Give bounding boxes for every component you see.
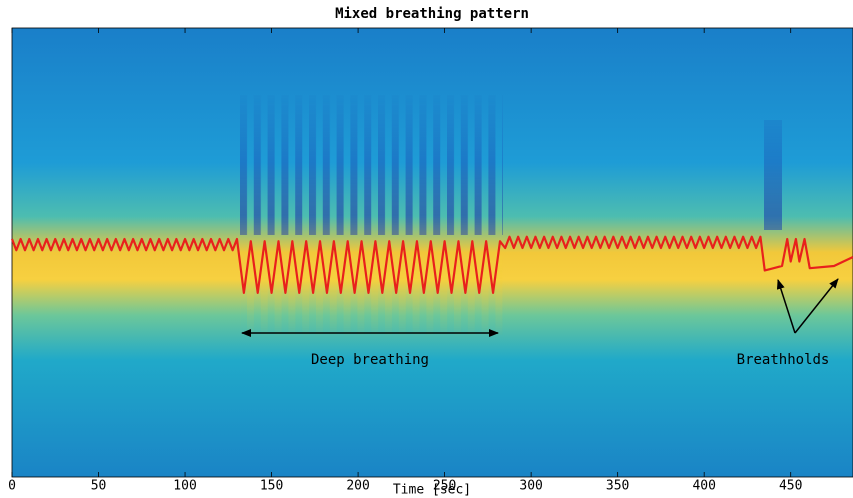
x-tick-label: 450: [779, 479, 802, 494]
x-tick-label: 0: [8, 479, 16, 494]
x-tick-label: 350: [606, 479, 629, 494]
x-axis-label: Time [sec]: [393, 483, 471, 498]
x-tick-label: 50: [91, 479, 107, 494]
x-tick-label: 300: [519, 479, 542, 494]
x-tick-label: 400: [692, 479, 715, 494]
x-tick-label: 100: [173, 479, 196, 494]
x-tick-label: 200: [346, 479, 369, 494]
signal-line: [10, 235, 853, 295]
x-tick-label: 150: [260, 479, 283, 494]
annotation-arrow: [776, 279, 796, 334]
annotation: Breathholds: [737, 352, 830, 368]
chart-title: Mixed breathing pattern: [335, 6, 529, 22]
plot-frame: [11, 27, 853, 478]
annotation-arrow: [794, 278, 839, 334]
x-tick-label: 250: [433, 479, 456, 494]
annotation: Deep breathing: [311, 352, 429, 368]
heatmap-texture: [240, 95, 782, 335]
